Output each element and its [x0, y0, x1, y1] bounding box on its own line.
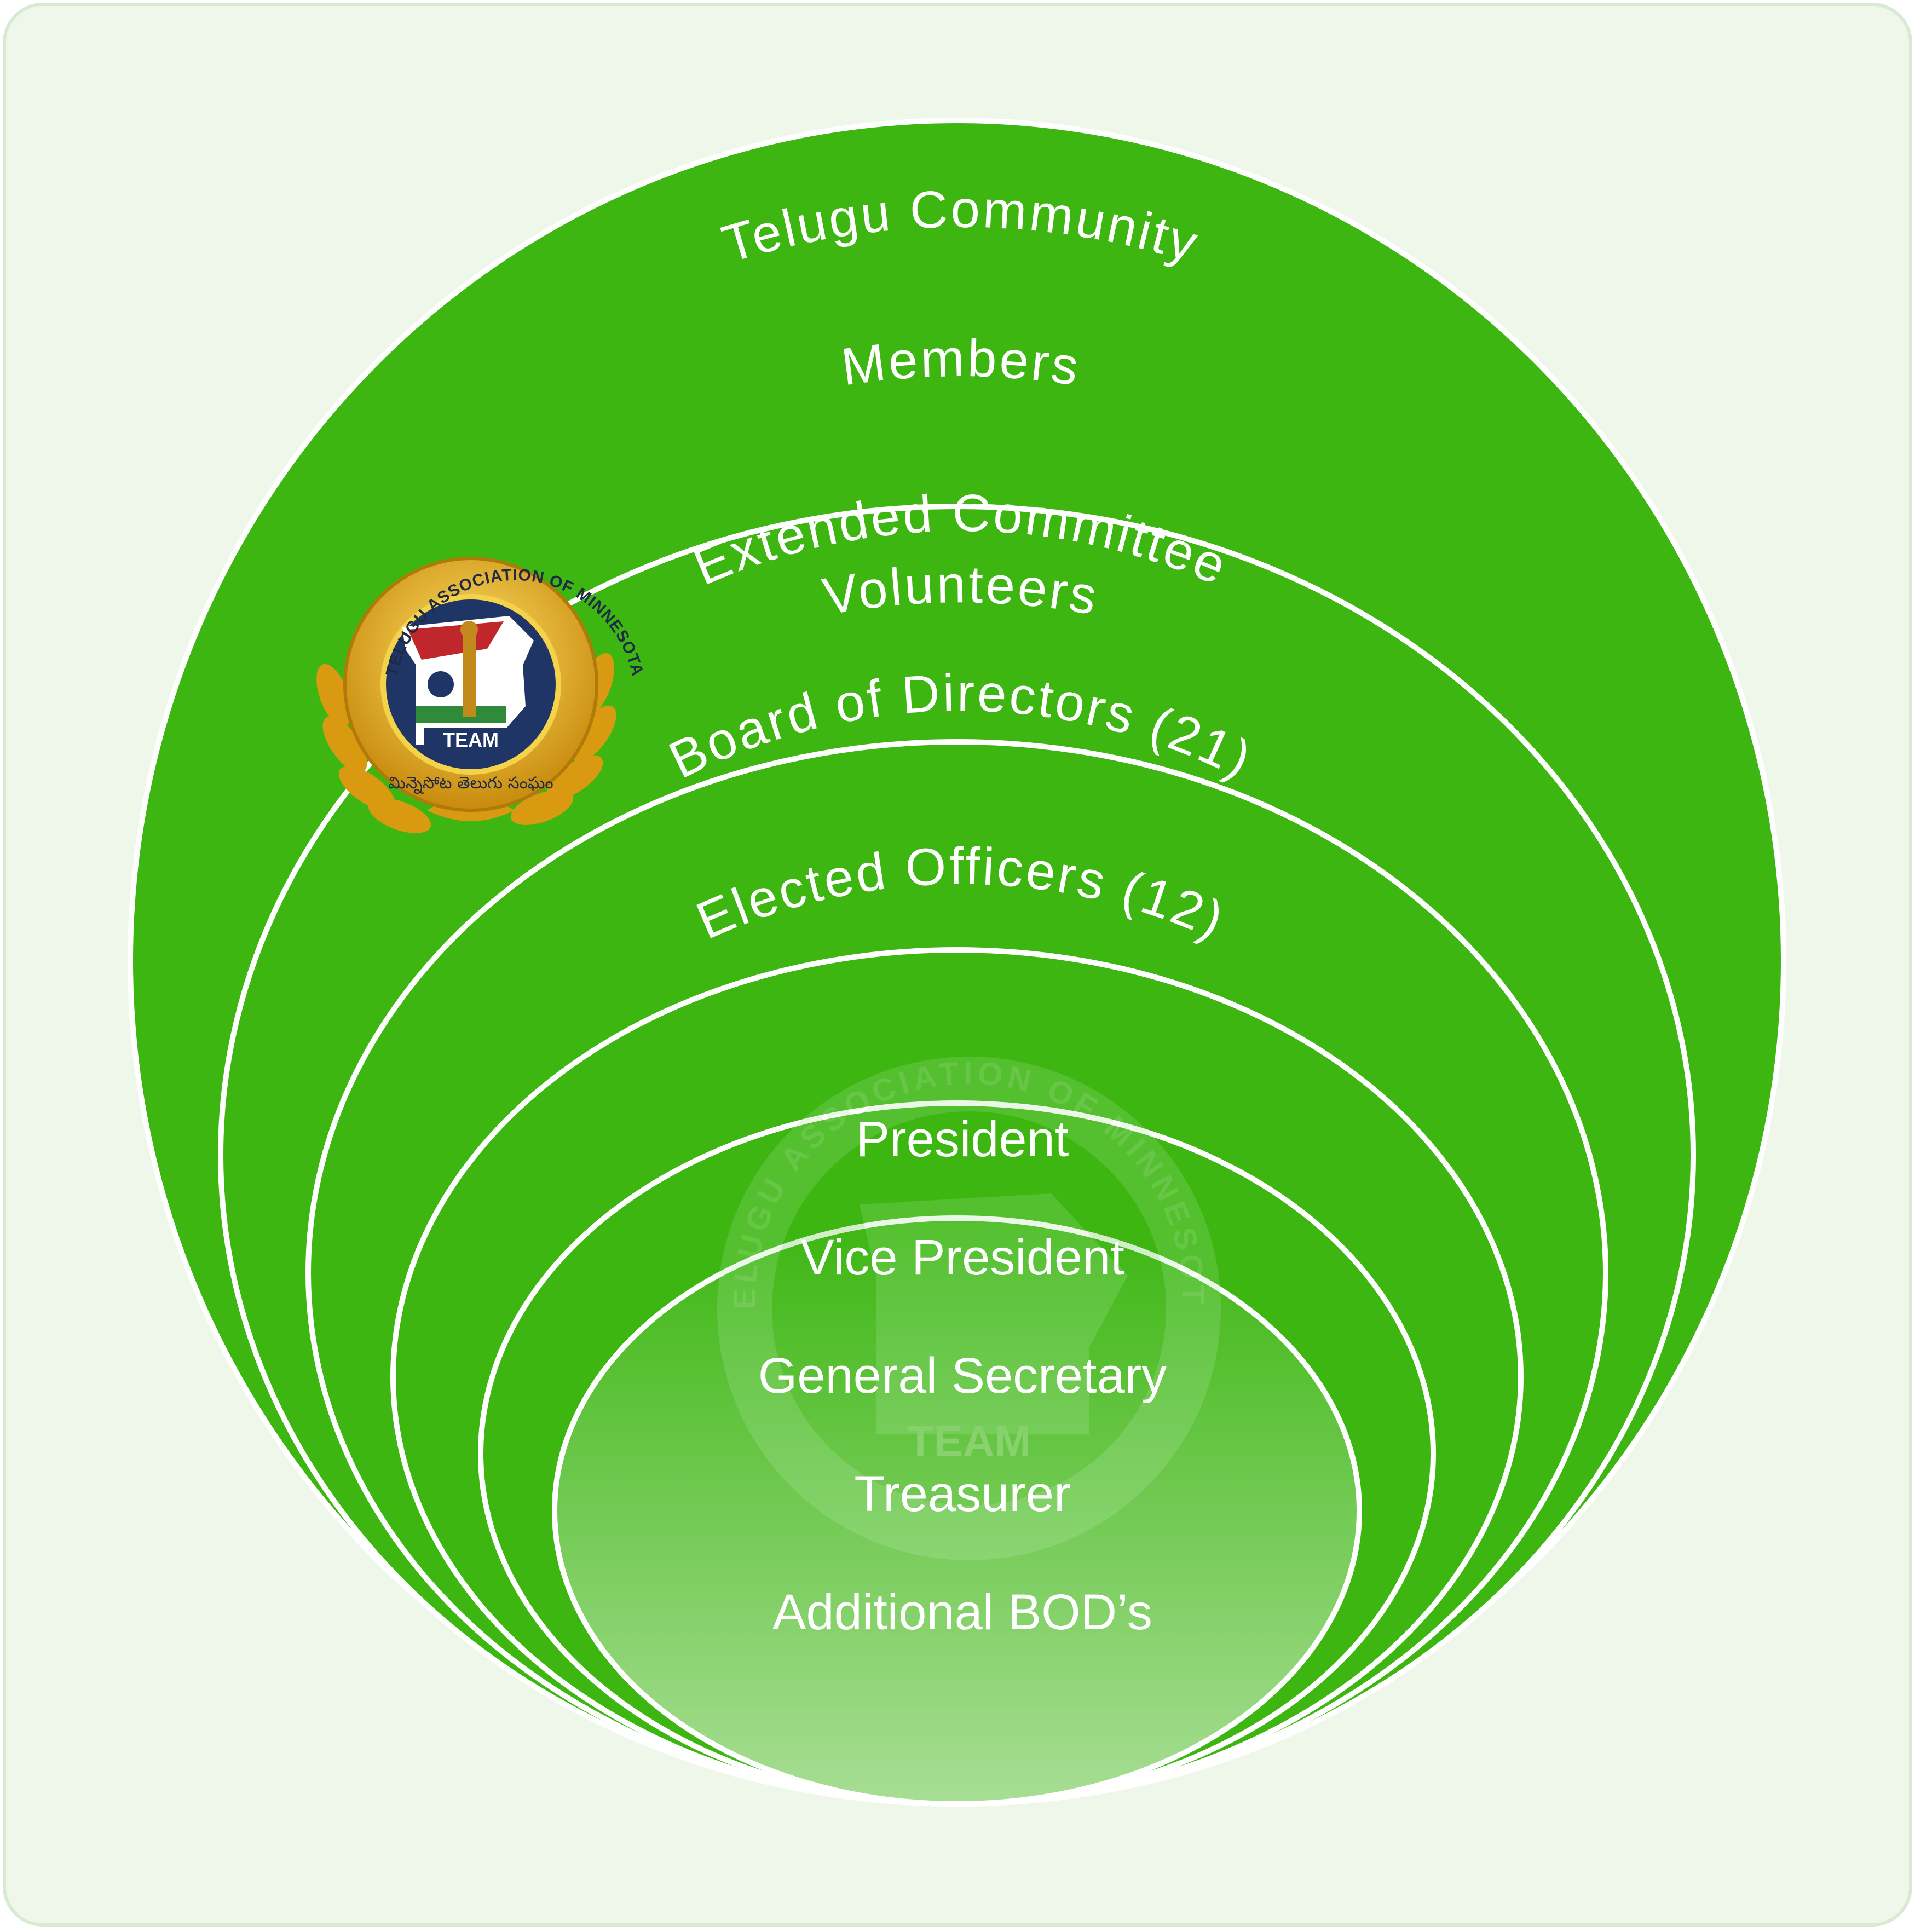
statue-icon — [463, 635, 476, 717]
officer-additional-bods: Additional BOD’s — [772, 1584, 1152, 1640]
label-members: Members — [838, 329, 1084, 397]
logo-team-text: TEAM — [443, 729, 499, 751]
officer-general-secretary: General Secretary — [758, 1348, 1167, 1404]
team-logo: TEAM TELUGU ASSOCIATION OF MINNESOTA మిన… — [316, 557, 646, 833]
officer-vice-president: Vice President — [800, 1230, 1124, 1285]
core-fade — [555, 1218, 1359, 1804]
officer-list: President Vice President General Secreta… — [758, 1111, 1167, 1640]
logo-telugu-text: మిన్నెసోట తెలుగు సంఘం — [388, 774, 553, 794]
officer-treasurer: Treasurer — [854, 1466, 1070, 1522]
officer-president: President — [856, 1111, 1069, 1167]
